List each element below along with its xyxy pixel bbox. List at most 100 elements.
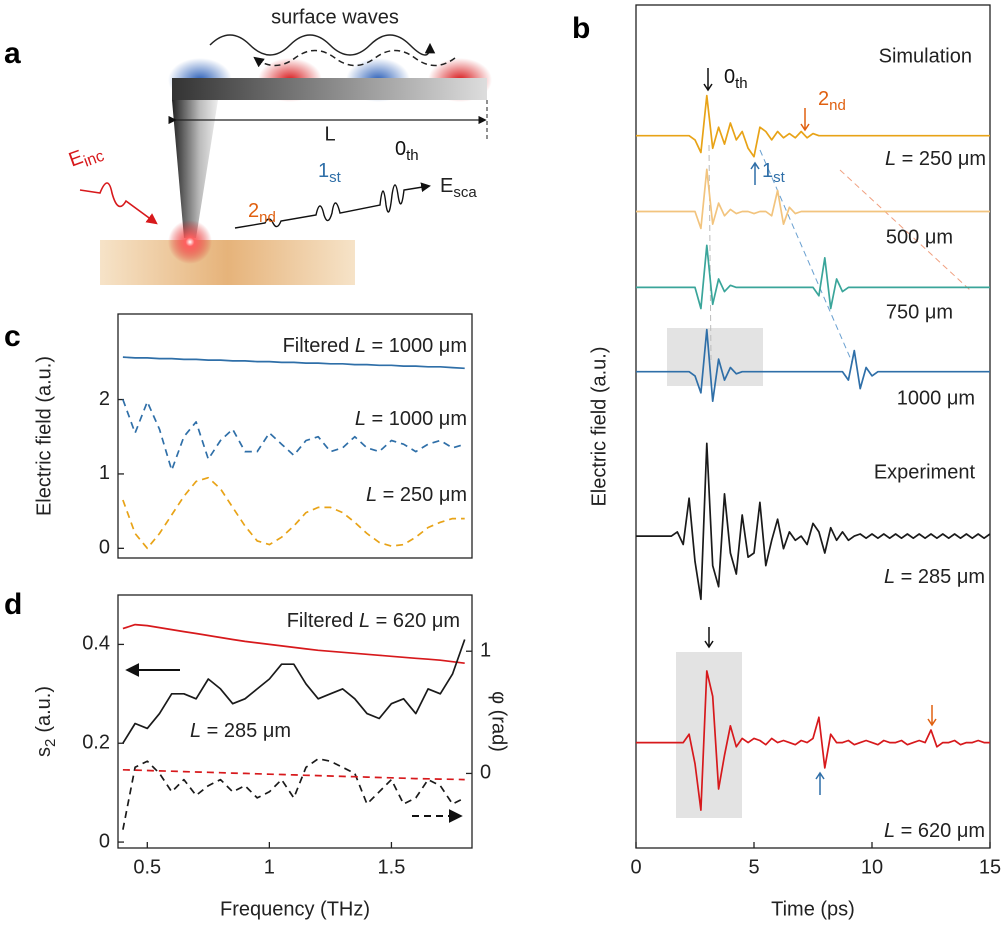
series-line (636, 670, 990, 811)
series-label: L = 250 μm (885, 148, 986, 170)
annotation: Experiment (874, 461, 976, 483)
var: L (355, 408, 366, 430)
subscript: 2 (42, 739, 59, 747)
series-label: Filtered L = 620 μm (287, 610, 460, 632)
var: L (884, 820, 895, 842)
series-line (122, 757, 466, 830)
highlight-box (667, 328, 763, 386)
subscript: th (406, 147, 419, 164)
arrow (815, 771, 825, 795)
label-text: L = 620 μm (884, 820, 985, 842)
schematic-title: surface waves (271, 6, 399, 28)
substrate (100, 240, 355, 285)
label-text: L = 285 μm (190, 720, 291, 742)
y-axis-label: Electric field (a.u.) (588, 346, 610, 506)
var: L (190, 720, 201, 742)
guide (708, 144, 712, 361)
plot-frame (635, 4, 991, 849)
main: 0 (395, 138, 406, 160)
series-label: L = 250 μm (366, 484, 467, 506)
y-axis-label: s2 (a.u.) (33, 686, 59, 757)
series-label: 1000 μm (897, 387, 975, 409)
main: 2 (248, 200, 259, 222)
incident-pulse (79, 182, 158, 225)
arrow (703, 68, 713, 92)
y-tick-label: 0.2 (82, 732, 110, 754)
tip (172, 100, 218, 238)
plot-frame (117, 313, 473, 559)
arrow (750, 161, 760, 185)
y-tick-label: 0 (99, 830, 110, 852)
subscript: inc (82, 148, 107, 171)
sub-label: Esca (440, 175, 477, 201)
arrow (800, 108, 810, 132)
var: L (359, 610, 370, 632)
label-text: Filtered L = 620 μm (287, 610, 460, 632)
series-line (636, 168, 990, 230)
label-text: Filtered L = 1000 μm (283, 335, 467, 357)
sub-label: 1st (318, 160, 342, 186)
panel-letter: c (4, 320, 21, 353)
series-line (122, 639, 466, 744)
label-text: L = 250 μm (366, 484, 467, 506)
y-axis-label: Electric field (a.u.) (33, 356, 55, 516)
cantilever (172, 78, 487, 100)
panel-letter: b (572, 12, 590, 45)
sub-label: 0th (724, 66, 748, 92)
x-tick-label: 10 (861, 856, 883, 878)
wave-back (253, 49, 456, 68)
main: 0 (724, 66, 735, 88)
x-axis-label: Frequency (THz) (220, 898, 370, 920)
rest: (a.u.) (33, 686, 55, 733)
series-line (122, 476, 465, 550)
x-tick-label: 1 (264, 856, 275, 878)
panel-letter: a (4, 37, 21, 70)
series-line (636, 328, 990, 403)
main: 1 (762, 160, 773, 182)
series-line (636, 244, 990, 310)
main: E (440, 175, 453, 197)
series-label: 750 μm (886, 301, 953, 323)
x-axis-label: Time (ps) (771, 898, 855, 920)
annotation: Simulation (879, 45, 972, 67)
sub-label: 2nd (818, 88, 846, 114)
wave-forward (209, 34, 436, 56)
x-tick-label: 15 (979, 856, 1001, 878)
main: 1 (318, 160, 329, 182)
panel-letter: d (4, 588, 22, 621)
x-tick-label: 1.5 (378, 856, 406, 878)
y2-tick-label: 1 (480, 640, 491, 662)
x-tick-label: 0.5 (133, 856, 161, 878)
subscript: th (735, 75, 748, 92)
subscript: st (773, 169, 786, 186)
sub-label: 1st (762, 160, 786, 186)
x-tick-label: 5 (748, 856, 759, 878)
pulse-arrows (703, 68, 937, 795)
y-tick-label: 0.4 (82, 633, 110, 655)
series-line (122, 623, 465, 665)
sub-label: 0th (395, 138, 419, 164)
arrow (704, 627, 714, 649)
subscript: nd (829, 97, 846, 114)
series-label: L = 1000 μm (355, 408, 467, 430)
series-line (636, 94, 990, 158)
arrow (927, 705, 937, 727)
series-label: L = 285 μm (190, 720, 291, 742)
y2-tick-label: 0 (480, 762, 491, 784)
subscript: st (329, 169, 342, 186)
series-label: L = 620 μm (884, 820, 985, 842)
x-tick-label: 0 (630, 856, 641, 878)
y-tick-label: 2 (99, 388, 110, 410)
scattered-pulses (234, 182, 431, 229)
series-label: 500 μm (886, 226, 953, 248)
length-label: L (324, 123, 335, 145)
subscript: sca (453, 184, 477, 201)
schematic (79, 34, 492, 285)
y-tick-label: 0 (99, 537, 110, 559)
subscript: nd (259, 209, 276, 226)
axis-arrows (125, 663, 463, 823)
var: L (355, 335, 366, 357)
sub-label: Einc (66, 139, 107, 175)
var: L (366, 484, 377, 506)
